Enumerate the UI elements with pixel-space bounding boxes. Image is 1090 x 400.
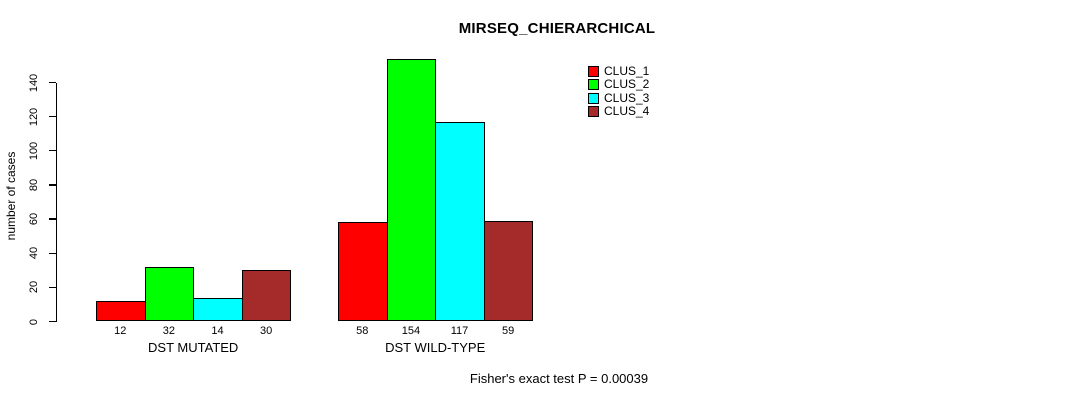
y-tick-label: 20 (28, 281, 40, 294)
y-tick-label: 140 (28, 73, 40, 92)
bar-value-label: 154 (401, 325, 421, 337)
category-label: DST WILD-TYPE (385, 340, 486, 355)
bar-clus-4-dst-wild-type (483, 220, 534, 322)
bar-value-label: 117 (450, 325, 469, 337)
y-tick (49, 252, 56, 254)
bar-value-label: 30 (259, 325, 273, 337)
legend-label: CLUS_2 (604, 77, 650, 92)
legend-swatch-clus_1 (588, 66, 599, 77)
y-tick (49, 184, 56, 186)
y-tick (49, 286, 56, 288)
bar-clus-3-dst-wild-type (435, 121, 485, 322)
y-tick-label: 0 (28, 318, 40, 325)
bar-clus-1-dst-mutated (96, 301, 146, 322)
legend-swatch-clus_3 (588, 92, 599, 104)
y-axis-label: number of cases (4, 151, 18, 241)
y-tick-label: 120 (28, 107, 40, 126)
y-tick (49, 218, 56, 220)
bar-clus-4-dst-mutated (241, 270, 292, 322)
fisher-test-annotation: Fisher's exact test P = 0.00039 (469, 371, 649, 386)
y-tick (49, 116, 56, 118)
legend-label: CLUS_3 (604, 90, 650, 105)
y-tick-label: 100 (28, 141, 40, 160)
legend-swatch-clus_2 (588, 79, 599, 91)
y-tick (49, 81, 56, 84)
bar-value-label: 14 (211, 325, 224, 337)
y-tick-label: 40 (28, 247, 40, 260)
bar-value-label: 59 (501, 325, 515, 337)
chart-title: MIRSEQ_CHIERARCHICAL (458, 20, 656, 37)
bar-clus-2-dst-mutated (144, 266, 195, 322)
y-axis-line (56, 82, 58, 322)
y-tick (49, 150, 56, 152)
legend-label: CLUS_1 (604, 64, 650, 78)
bar-clus-3-dst-mutated (193, 297, 243, 322)
bar-value-label: 12 (114, 325, 127, 337)
y-tick-label: 60 (28, 212, 40, 226)
y-tick (49, 320, 56, 323)
category-label: DST MUTATED (148, 340, 239, 355)
legend-swatch-clus_4 (588, 105, 599, 117)
bar-clus-2-dst-wild-type (386, 58, 437, 322)
bar-clus-1-dst-wild-type (338, 222, 388, 322)
y-tick-label: 80 (28, 178, 40, 192)
bar-value-label: 32 (162, 325, 176, 337)
bar-value-label: 58 (356, 325, 369, 337)
legend-label: CLUS_4 (604, 103, 650, 118)
